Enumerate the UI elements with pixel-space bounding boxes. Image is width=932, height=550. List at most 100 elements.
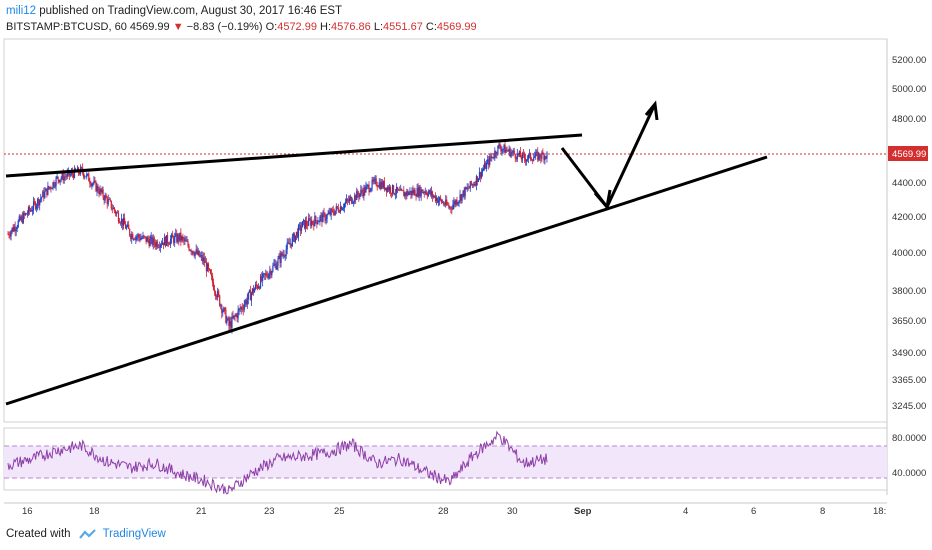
candle-body (245, 300, 247, 305)
candle-body (62, 173, 64, 181)
candle-body (213, 289, 216, 292)
candle-body (375, 178, 377, 186)
candle-body (85, 176, 87, 178)
candle-body (361, 189, 363, 193)
y-tick-label: 3490.00 (892, 348, 926, 359)
candle-body (240, 307, 242, 310)
candle-body (23, 213, 25, 215)
candle-body (91, 183, 93, 186)
candle-body (465, 187, 467, 190)
candle-body (174, 235, 176, 243)
candle-body (44, 191, 46, 198)
lower-trendline[interactable] (5, 155, 768, 406)
candle-body (501, 149, 503, 152)
candle-body (123, 218, 126, 225)
candle-body (113, 207, 115, 211)
candle-body (45, 188, 47, 192)
symbol-line: BITSTAMP:BTCUSD, 60 4569.99 ▼ −8.83 (−0.… (6, 21, 477, 33)
candle-body (452, 204, 454, 210)
candle-body (531, 159, 533, 161)
x-tick-label: 25 (334, 506, 345, 517)
candle-body (170, 238, 172, 245)
candle-body (524, 158, 527, 162)
candle-body (96, 185, 98, 192)
candle-body (331, 209, 333, 210)
candle-body (446, 199, 448, 205)
candle-body (515, 158, 517, 160)
candle-body (353, 201, 355, 203)
candle-body (140, 238, 142, 241)
candle-body (18, 216, 20, 221)
rsi-tick-label: 40.0000 (892, 468, 926, 479)
candle-body (161, 242, 164, 245)
rsi-line (7, 430, 548, 495)
main-pane-frame (3, 38, 888, 423)
candle-body (21, 216, 23, 223)
candle-body (486, 162, 488, 169)
candle-body (532, 160, 534, 161)
candle-body (152, 237, 154, 245)
candle-body (227, 318, 229, 320)
candle-body (441, 199, 443, 203)
candle-body (539, 153, 541, 158)
candle-body (536, 151, 538, 153)
price-axis[interactable]: 5200.00 5000.00 4800.00 4400.00 4200.00 … (888, 55, 928, 479)
candle-body (485, 163, 487, 169)
candle-body (277, 258, 279, 266)
tradingview-brand-link[interactable]: TradingView (102, 528, 166, 540)
candle-body (538, 153, 540, 160)
candle-body (480, 171, 483, 178)
candle-body (13, 226, 15, 232)
candle-body (323, 212, 325, 214)
candle-body (57, 176, 59, 180)
candle-body (104, 195, 106, 201)
y-tick-label: 3800.00 (892, 286, 926, 297)
candle-body (364, 187, 366, 193)
candle-body (58, 179, 60, 183)
candle-body (151, 236, 153, 245)
candle-body (435, 198, 438, 202)
candle-body (533, 157, 535, 161)
candle-body (380, 181, 382, 189)
candle-body (266, 273, 268, 277)
candle-body (296, 231, 299, 238)
author-link[interactable]: mili12 (6, 5, 37, 17)
candle-body (466, 187, 468, 190)
candle-body (368, 185, 370, 192)
candle-body (101, 189, 103, 193)
candle-body (278, 255, 280, 259)
symbol-label: BITSTAMP:BTCUSD, 60 (6, 21, 127, 33)
candle-body (432, 196, 435, 198)
x-tick-label: 30 (507, 506, 518, 517)
candle-body (53, 182, 55, 187)
candle-body (383, 181, 385, 190)
candle-body (182, 236, 184, 239)
candle-body (412, 190, 414, 194)
candle-body (421, 189, 423, 193)
candle-body (451, 208, 453, 210)
candle-body (467, 187, 469, 189)
candle-body (329, 211, 331, 216)
candle-body (260, 276, 262, 289)
candle-body (107, 199, 109, 205)
candle-body (111, 208, 113, 210)
low-value: 4551.67 (383, 21, 423, 33)
time-axis[interactable]: 16 18 21 23 25 28 30 Sep 4 6 8 18: (22, 506, 886, 517)
candle-body (397, 186, 399, 191)
candle-body (176, 233, 178, 242)
up-arrowhead-icon (644, 100, 659, 121)
upper-trendline[interactable] (5, 133, 583, 178)
candle-body (248, 290, 250, 293)
y-tick-label: 3365.00 (892, 375, 926, 386)
candle-body (420, 189, 422, 197)
candle-body (148, 240, 150, 246)
candle-body (115, 212, 118, 214)
candle-body (15, 229, 17, 231)
candle-body (28, 207, 31, 211)
candle-body (443, 202, 445, 205)
candle-body (468, 187, 470, 189)
candle-body (99, 188, 101, 195)
candle-body (320, 214, 322, 217)
candle-body (427, 192, 429, 196)
